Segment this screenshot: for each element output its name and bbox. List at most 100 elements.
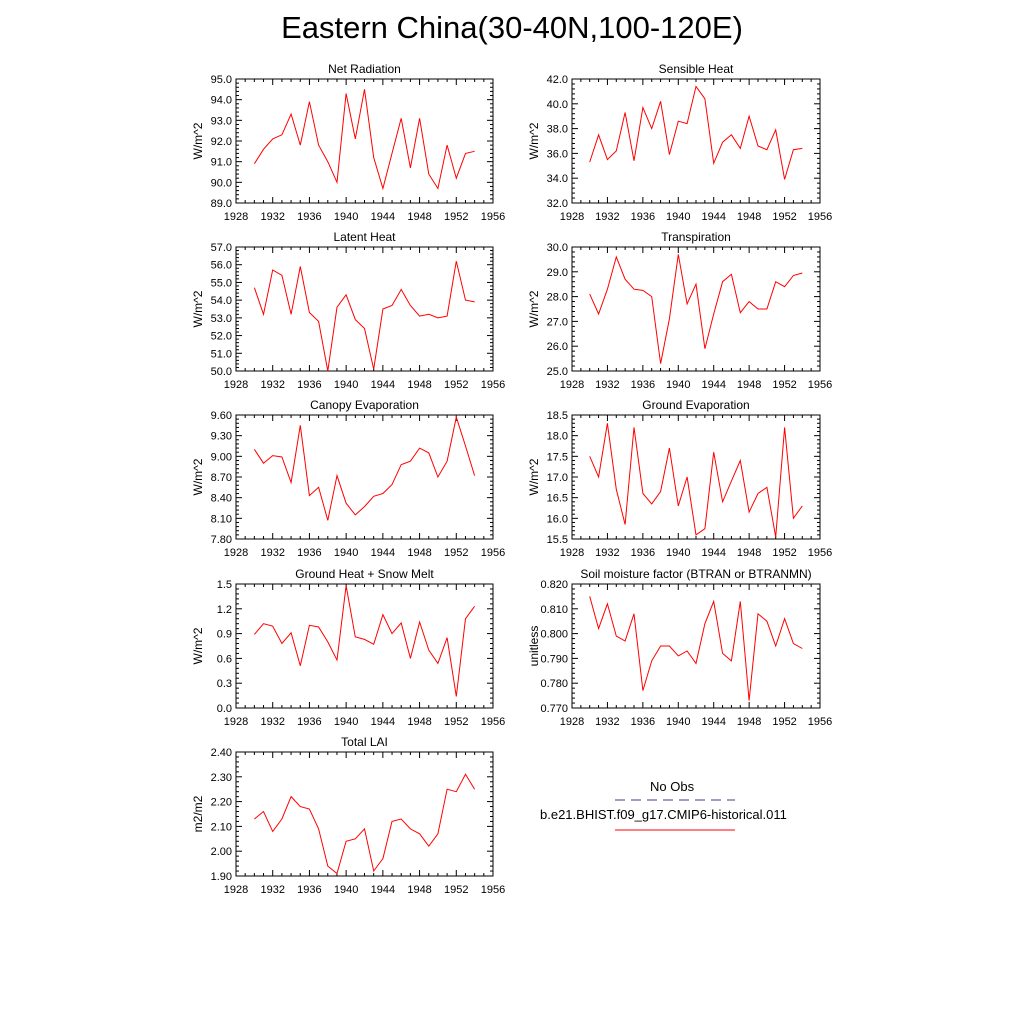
- x-tick-label: 1940: [334, 379, 358, 391]
- plot-frame: [235, 246, 494, 372]
- x-tick-label: 1932: [260, 379, 284, 391]
- y-tick-label: 29.0: [547, 267, 568, 279]
- legend-model-label: b.e21.BHIST.f09_g17.CMIP6-historical.011: [540, 807, 787, 822]
- x-tick-label: 1936: [297, 547, 321, 559]
- plot-frame: [571, 78, 821, 204]
- legend-obs-label: No Obs: [650, 779, 695, 794]
- x-tick-label: 1940: [666, 547, 690, 559]
- x-tick-label: 1932: [260, 884, 284, 896]
- y-tick-label: 2.30: [211, 772, 232, 784]
- x-tick-label: 1928: [224, 379, 248, 391]
- y-tick-label: 18.5: [547, 410, 568, 422]
- y-tick-label: 30.0: [547, 242, 568, 254]
- chart-title: Total LAI: [341, 735, 388, 749]
- y-tick-label: 52.0: [211, 331, 232, 343]
- y-tick-label: 0.6: [217, 653, 232, 665]
- x-tick-label: 1928: [224, 547, 248, 559]
- x-tick-label: 1944: [371, 716, 395, 728]
- page-title: Eastern China(30-40N,100-120E): [281, 10, 743, 45]
- chart-panel-6: Ground Evaporation W/m^2 1928 1932 1936 1940 1…: [527, 398, 832, 559]
- y-tick-label: 56.0: [211, 260, 232, 272]
- x-tick-label: 1940: [334, 547, 358, 559]
- x-tick-label: 1956: [481, 884, 505, 896]
- series-line: [254, 585, 476, 697]
- x-tick-label: 1948: [407, 547, 431, 559]
- x-tick-label: 1932: [595, 211, 619, 223]
- x-tick-label: 1956: [808, 211, 832, 223]
- x-tick-label: 1952: [772, 716, 796, 728]
- chart-panel-3: Latent Heat W/m^2 1928 1932 1936 1940 1944 1948…: [191, 230, 505, 391]
- x-tick-label: 1948: [407, 884, 431, 896]
- x-tick-label: 1944: [371, 379, 395, 391]
- plot-frame: [235, 583, 494, 709]
- y-tick-label: 9.00: [211, 451, 232, 463]
- y-tick-label: 51.0: [211, 348, 232, 360]
- y-tick-label: 89.0: [211, 198, 232, 210]
- x-tick-label: 1956: [808, 716, 832, 728]
- x-tick-label: 1932: [260, 716, 284, 728]
- x-tick-label: 1932: [595, 379, 619, 391]
- series-line: [253, 261, 475, 372]
- y-tick-label: 1.90: [211, 871, 232, 883]
- x-tick-label: 1932: [260, 547, 284, 559]
- y-tick-label: 55.0: [211, 277, 232, 289]
- x-tick-label: 1948: [737, 211, 761, 223]
- y-axis-label: W/m^2: [527, 290, 541, 327]
- x-tick-label: 1932: [260, 211, 284, 223]
- series-line: [589, 596, 803, 701]
- x-tick-label: 1936: [631, 211, 655, 223]
- y-tick-label: 92.0: [211, 136, 232, 148]
- y-axis-label: m2/m2: [191, 795, 205, 832]
- x-tick-label: 1952: [444, 211, 468, 223]
- x-tick-label: 1944: [701, 211, 725, 223]
- y-tick-label: 16.0: [547, 513, 568, 525]
- plot-frame: [235, 78, 494, 204]
- y-tick-label: 18.0: [547, 431, 568, 443]
- x-tick-label: 1944: [371, 547, 395, 559]
- x-tick-label: 1944: [701, 379, 725, 391]
- x-tick-label: 1952: [444, 884, 468, 896]
- y-tick-label: 0.800: [540, 629, 568, 641]
- x-tick-label: 1940: [666, 379, 690, 391]
- y-tick-label: 34.0: [547, 173, 568, 185]
- y-tick-label: 54.0: [211, 295, 232, 307]
- y-tick-label: 36.0: [547, 148, 568, 160]
- chart-title: Canopy Evaporation: [310, 398, 419, 412]
- chart-panel-5: Canopy Evaporation W/m^2 1928 1932 1936 1940 1…: [191, 398, 505, 559]
- x-tick-label: 1936: [631, 547, 655, 559]
- y-tick-label: 15.5: [547, 534, 568, 546]
- y-axis-label: W/m^2: [191, 458, 205, 495]
- chart-title: Net Radiation: [328, 62, 401, 76]
- y-tick-label: 9.60: [211, 410, 232, 422]
- chart-title: Sensible Heat: [659, 62, 734, 76]
- y-tick-label: 40.0: [547, 99, 568, 111]
- x-tick-label: 1932: [595, 716, 619, 728]
- chart-title: Ground Heat + Snow Melt: [295, 567, 434, 581]
- y-tick-label: 90.0: [211, 177, 232, 189]
- x-tick-label: 1944: [371, 211, 395, 223]
- y-tick-label: 94.0: [211, 95, 232, 107]
- plot-frame: [235, 751, 494, 877]
- x-tick-label: 1956: [481, 547, 505, 559]
- x-tick-label: 1936: [631, 379, 655, 391]
- y-tick-label: 7.80: [211, 534, 232, 546]
- x-tick-label: 1956: [481, 379, 505, 391]
- y-tick-label: 27.0: [547, 316, 568, 328]
- x-tick-label: 1940: [666, 211, 690, 223]
- y-tick-label: 9.30: [211, 431, 232, 443]
- y-axis-label: W/m^2: [527, 122, 541, 159]
- y-tick-label: 42.0: [547, 74, 568, 86]
- y-tick-label: 0.780: [540, 678, 568, 690]
- y-axis-label: unitless: [527, 626, 541, 667]
- x-tick-label: 1956: [481, 211, 505, 223]
- x-tick-label: 1952: [772, 547, 796, 559]
- x-tick-label: 1944: [701, 716, 725, 728]
- y-tick-label: 1.5: [217, 579, 232, 591]
- y-tick-label: 26.0: [547, 341, 568, 353]
- x-tick-label: 1956: [481, 716, 505, 728]
- y-axis-label: W/m^2: [191, 627, 205, 664]
- series-line: [253, 89, 475, 191]
- y-tick-label: 91.0: [211, 157, 232, 169]
- x-tick-label: 1952: [772, 211, 796, 223]
- y-tick-label: 2.20: [211, 797, 232, 809]
